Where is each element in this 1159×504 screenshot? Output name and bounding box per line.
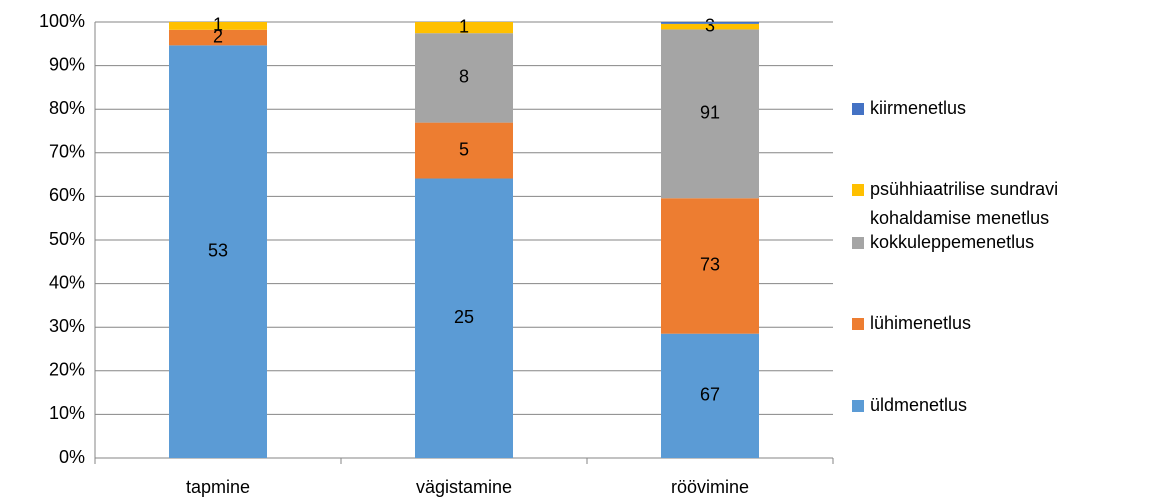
legend-label: üldmenetlus	[870, 395, 968, 415]
bar-segment	[661, 29, 759, 199]
data-label: 73	[700, 255, 720, 275]
y-tick-label: 60%	[49, 185, 85, 205]
legend-item: kokkuleppemenetlus	[852, 228, 1152, 257]
y-tick-label: 20%	[49, 360, 85, 380]
bar-segment	[169, 22, 267, 30]
y-tick-label: 80%	[49, 98, 85, 118]
legend-label: psühhiaatrilise sundravi kohaldamise men…	[870, 179, 1059, 228]
data-label: 91	[700, 103, 720, 123]
legend-swatch	[852, 184, 864, 196]
y-tick-label: 50%	[49, 229, 85, 249]
legend-label: kokkuleppemenetlus	[870, 232, 1035, 252]
legend-item: kiirmenetlus	[852, 94, 1152, 123]
bar-segment	[415, 33, 513, 123]
y-tick-label: 40%	[49, 272, 85, 292]
y-tick-label: 100%	[39, 11, 85, 31]
data-label: 1	[459, 16, 469, 36]
x-tick-label: vägistamine	[416, 477, 512, 497]
bar-segment	[169, 45, 267, 458]
y-tick-label: 70%	[49, 142, 85, 162]
data-label: 5	[459, 139, 469, 159]
y-tick-label: 10%	[49, 403, 85, 423]
data-label: 53	[208, 240, 228, 260]
data-label: 67	[700, 385, 720, 405]
legend-item: üldmenetlus	[852, 391, 1152, 420]
bar-segment	[661, 198, 759, 334]
data-label: 2	[213, 26, 223, 46]
bar-segment	[661, 23, 759, 30]
bar-segment	[661, 333, 759, 458]
data-label: 1	[213, 15, 223, 35]
legend-swatch	[852, 400, 864, 412]
x-tick-label: röövimine	[671, 477, 749, 497]
legend-label: kiirmenetlus	[870, 98, 967, 118]
legend-swatch	[852, 103, 864, 115]
data-label: 3	[705, 15, 715, 35]
legend-swatch	[852, 318, 864, 330]
bar-segment	[415, 22, 513, 34]
data-label: 25	[454, 307, 474, 327]
y-tick-label: 90%	[49, 54, 85, 74]
legend-item: psühhiaatrilise sundravi kohaldamise men…	[852, 175, 1152, 233]
x-tick-label: tapmine	[186, 477, 250, 497]
bar-segment	[415, 122, 513, 179]
data-label: 8	[459, 67, 469, 87]
legend-swatch	[852, 237, 864, 249]
bar-segment	[169, 29, 267, 46]
legend-item: lühimenetlus	[852, 309, 1152, 338]
bar-segment	[661, 22, 759, 24]
y-tick-label: 30%	[49, 316, 85, 336]
bar-segment	[415, 178, 513, 458]
legend-label: lühimenetlus	[870, 313, 972, 333]
y-tick-label: 0%	[59, 447, 85, 467]
